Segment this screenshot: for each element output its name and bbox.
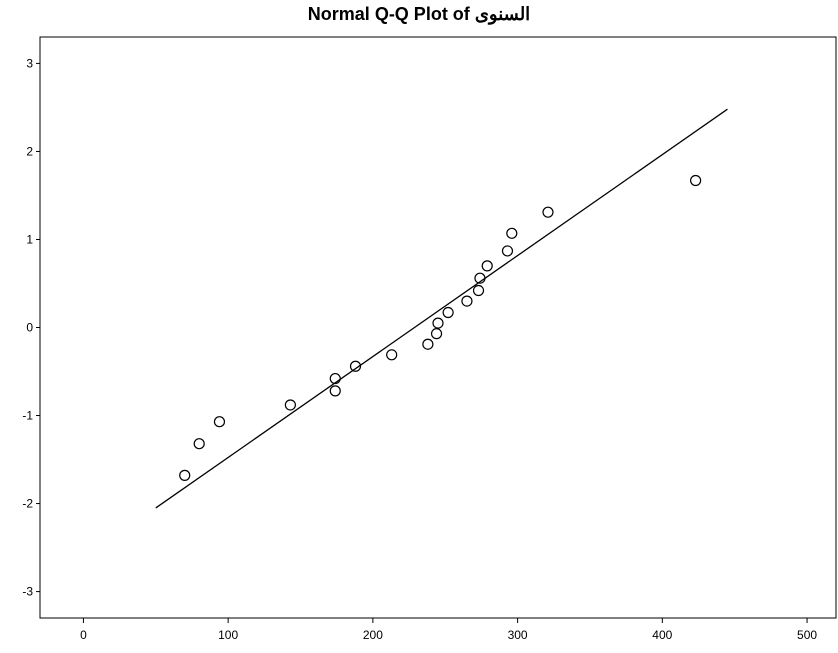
y-tick-label: 0	[26, 321, 33, 335]
data-point	[179, 469, 191, 481]
data-point	[386, 349, 398, 361]
y-tick-label: -2	[22, 497, 33, 511]
y-tick-label: -3	[22, 585, 33, 599]
data-point	[432, 317, 444, 329]
y-tick-label: -1	[22, 409, 33, 423]
data-point	[329, 372, 341, 385]
x-tick-label: 100	[218, 628, 238, 642]
x-tick-label: 200	[363, 628, 383, 642]
data-point	[472, 284, 485, 297]
data-point	[329, 385, 341, 397]
y-axis: 3 2 1 0 -1 -2 -3	[22, 56, 40, 599]
data-point	[284, 399, 296, 411]
reference-line	[155, 108, 728, 509]
x-tick-label: 500	[797, 628, 817, 642]
data-point	[349, 360, 362, 372]
data-point	[542, 206, 554, 218]
data-point	[690, 174, 702, 187]
data-point	[506, 227, 518, 239]
x-tick-label: 400	[652, 628, 672, 642]
y-tick-label: 3	[26, 56, 33, 70]
data-points	[179, 174, 702, 481]
data-point	[422, 338, 434, 350]
data-point	[461, 295, 473, 307]
chart-title: Normal Q-Q Plot of السنوى	[307, 4, 531, 24]
data-point	[481, 260, 493, 272]
data-point	[442, 306, 454, 319]
y-tick-label: 2	[26, 144, 33, 158]
data-point	[193, 438, 205, 450]
x-tick-label: 0	[80, 628, 87, 642]
data-point	[213, 416, 226, 428]
y-tick-label: 1	[26, 232, 33, 246]
data-point	[501, 245, 514, 257]
x-axis: 0 100 200 300 400 500	[80, 618, 817, 642]
data-point	[430, 328, 443, 340]
x-tick-label: 300	[508, 628, 528, 642]
data-point	[474, 272, 486, 284]
